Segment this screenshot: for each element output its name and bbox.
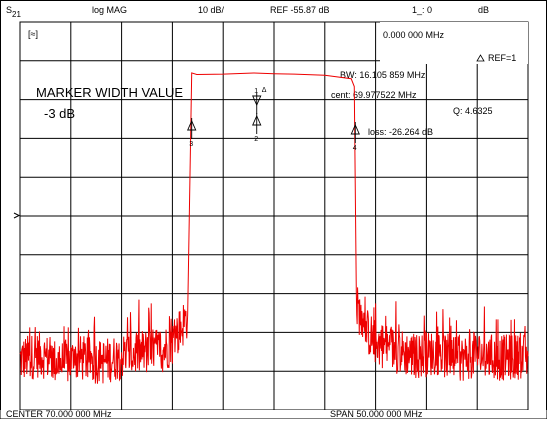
format-label: log MAG [92,5,127,15]
marker-readout: 1_: 0 [412,5,432,15]
span-frequency: SPAN 50.000 000 MHz [330,409,423,419]
bandwidth-readout: BW: 16.105 859 MHz [340,70,426,80]
delta-marker-symbol: Δ [262,87,267,94]
q-readout: Q: 4.6325 [453,106,493,116]
center-readout: cent: 69.977522 MHz [331,90,417,100]
marker-readout-unit: dB [478,5,489,15]
param-sub: 21 [12,10,21,19]
marker-2-label: 2 [254,136,258,143]
scale-label: 10 dB/ [198,5,225,15]
marker-width-title: MARKER WIDTH VALUE [36,85,183,100]
marker-3-label: 3 [189,141,193,148]
corner-box-label: [≈] [28,29,38,39]
ref-marker-label: REF=1 [488,53,516,63]
marker-width-value: -3 dB [44,106,75,121]
marker-frequency: 0.000 000 MHz [383,30,445,40]
loss-readout: loss: -26.264 dB [368,127,433,137]
ref-label: REF -55.87 dB [270,5,330,15]
center-frequency: CENTER 70.000 000 MHz [6,409,112,419]
marker-1-label: 1 [254,88,258,95]
marker-4-label: 4 [353,145,357,152]
